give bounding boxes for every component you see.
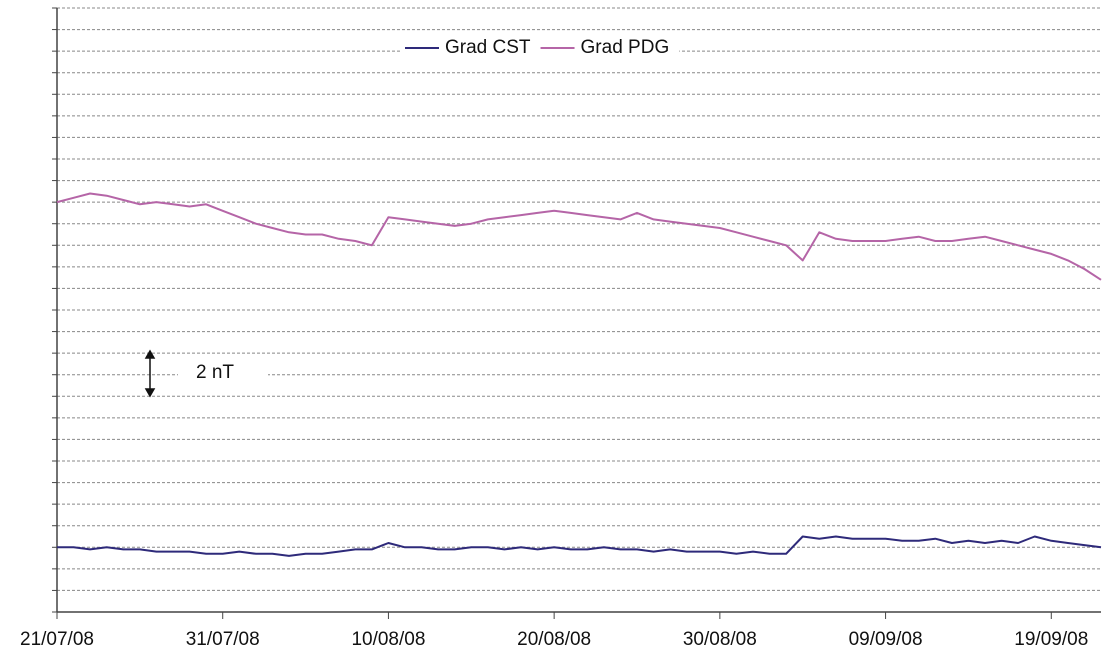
x-tick-label: 21/07/08 — [20, 629, 94, 650]
legend-label: Grad CST — [445, 37, 531, 58]
series-line — [57, 535, 1102, 557]
x-tick-label: 31/07/08 — [186, 629, 260, 650]
legend-bg — [400, 34, 680, 62]
grid — [52, 7, 1101, 613]
x-tick-label: 10/08/08 — [351, 629, 425, 650]
legend-label: Grad PDG — [581, 37, 670, 58]
annotation-arrow — [144, 349, 156, 398]
annotation: 2 nT — [196, 362, 234, 383]
x-tick-label: 20/08/08 — [517, 629, 591, 650]
legend: Grad CST Grad PDG — [400, 34, 680, 62]
x-tick-label: 19/09/08 — [1014, 629, 1088, 650]
x-tick-label: 30/08/08 — [683, 629, 757, 650]
series-line — [56, 192, 1102, 281]
x-tick-label: 09/09/08 — [849, 629, 923, 650]
annotation-bg — [178, 358, 268, 388]
